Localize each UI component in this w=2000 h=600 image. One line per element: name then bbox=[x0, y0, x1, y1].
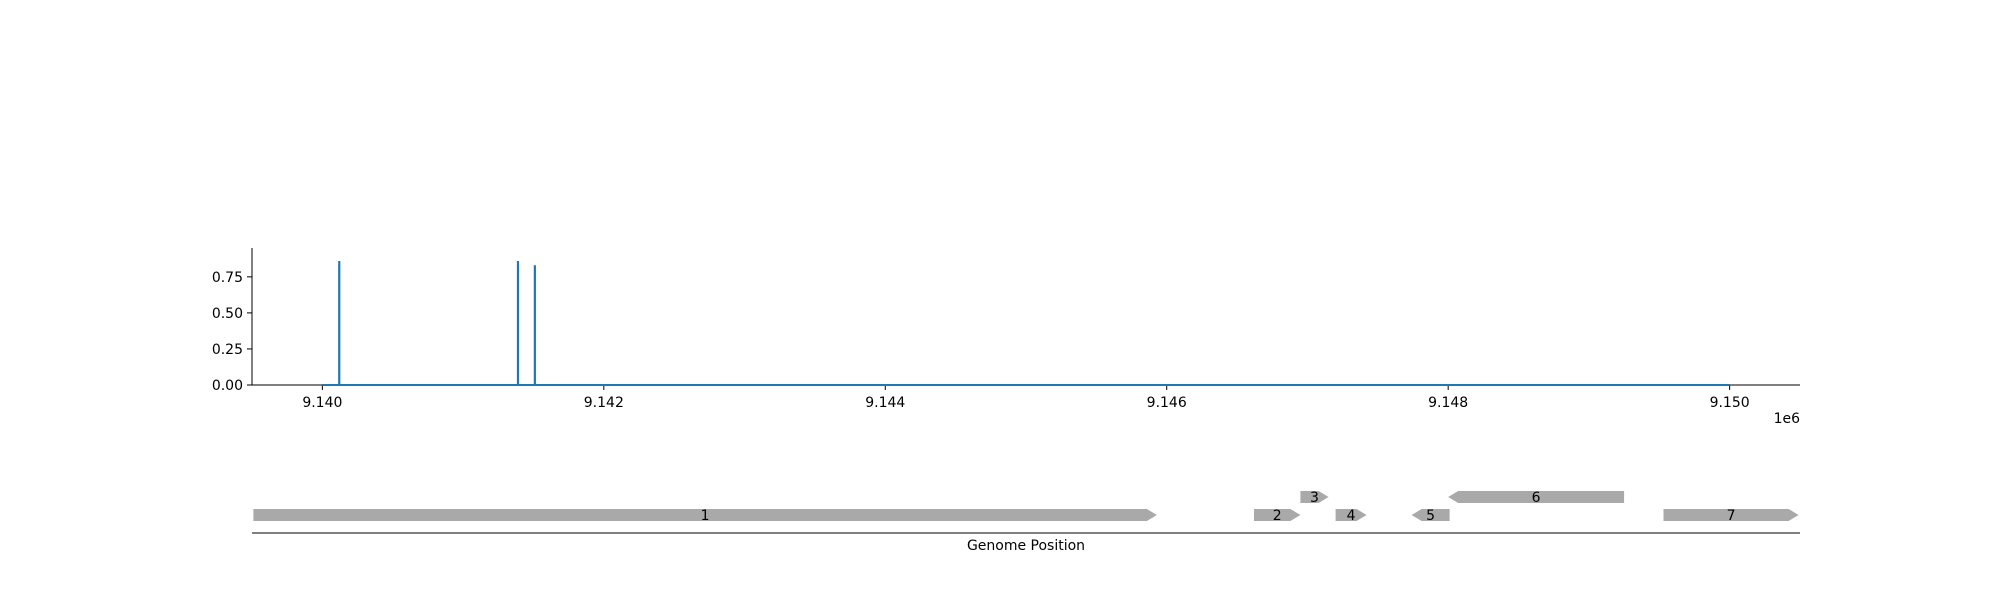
y-tick-label: 0.75 bbox=[212, 270, 243, 286]
x-tick-label: 9.148 bbox=[1428, 395, 1468, 411]
x-tick-label: 9.146 bbox=[1147, 395, 1187, 411]
gene-feature-label: 2 bbox=[1273, 508, 1282, 524]
gene-feature-label: 6 bbox=[1532, 490, 1541, 506]
gene-feature-label: 1 bbox=[701, 508, 710, 524]
y-tick-label: 0.50 bbox=[212, 306, 243, 322]
x-tick-label: 9.142 bbox=[584, 395, 624, 411]
gene-feature-arrow bbox=[1300, 491, 1329, 503]
gene-feature-arrow bbox=[1411, 509, 1450, 521]
gene-feature-label: 5 bbox=[1426, 508, 1435, 524]
x-tick-label: 9.140 bbox=[302, 395, 342, 411]
y-tick-label: 0.25 bbox=[212, 342, 243, 358]
gene-track: Genome Position 1 2 3 4 5 6 7 bbox=[252, 490, 1800, 554]
gene-feature-label: 7 bbox=[1727, 508, 1736, 524]
x-offset-label: 1e6 bbox=[1774, 411, 1801, 427]
gene-feature-arrow bbox=[253, 509, 1157, 521]
gene-track-xlabel: Genome Position bbox=[967, 538, 1085, 554]
y-tick-label: 0.00 bbox=[212, 378, 243, 394]
gene-feature-arrow bbox=[1448, 491, 1625, 503]
gene-feature-arrow bbox=[1253, 509, 1301, 521]
gene-feature-label: 4 bbox=[1347, 508, 1356, 524]
gene-feature-arrow bbox=[1663, 509, 1799, 521]
x-tick-label: 9.144 bbox=[865, 395, 905, 411]
gene-feature-arrow bbox=[1335, 509, 1367, 521]
x-tick-label: 9.150 bbox=[1710, 395, 1750, 411]
gene-feature-label: 3 bbox=[1310, 490, 1319, 506]
signal-plot: 0.00 0.25 0.50 0.75 9.140 9.142 9.144 9.146 9.14… bbox=[212, 248, 1800, 427]
